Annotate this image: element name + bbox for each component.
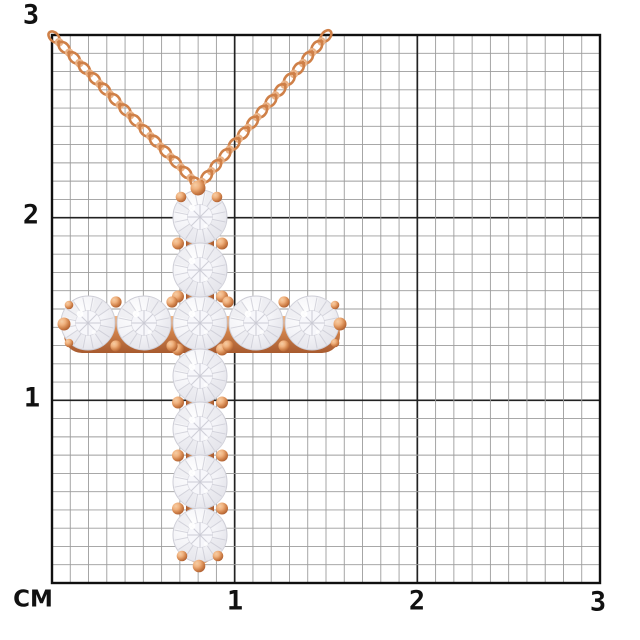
x-axis-tick-3: 3 xyxy=(589,586,607,618)
chain-link xyxy=(179,165,193,180)
cross-pendant xyxy=(57,180,347,573)
chain-link xyxy=(118,103,132,117)
diamond-stone xyxy=(60,295,116,351)
gold-prong xyxy=(110,340,122,352)
gold-prong xyxy=(110,296,122,308)
gold-prong xyxy=(212,550,224,562)
gold-prong xyxy=(278,296,290,308)
gold-prong xyxy=(190,180,206,196)
chain-link xyxy=(128,113,142,128)
y-axis-tick-2: 2 xyxy=(22,199,40,231)
gold-prong xyxy=(57,317,71,331)
gold-prong xyxy=(216,237,228,250)
gold-prong xyxy=(211,191,223,203)
y-axis-tick-3: 3 xyxy=(22,0,40,31)
gold-prong xyxy=(330,338,340,348)
diamond-stone xyxy=(172,401,228,457)
chain-link xyxy=(77,61,92,76)
gold-prong xyxy=(192,559,206,573)
chain-link xyxy=(47,30,61,44)
chain-left-strand xyxy=(47,30,203,190)
gold-prong xyxy=(64,300,74,310)
chain-link xyxy=(158,144,173,159)
gold-prong xyxy=(333,317,347,331)
gold-prong xyxy=(172,396,184,409)
gold-prong xyxy=(216,396,228,409)
chain-link xyxy=(97,82,112,97)
chain-link xyxy=(199,169,214,184)
gold-prong xyxy=(176,550,188,562)
diamond-stone xyxy=(172,454,228,510)
diamond-stone xyxy=(284,295,340,351)
chain-link xyxy=(138,123,153,138)
diamond-stone xyxy=(172,242,228,298)
diamond-stone xyxy=(172,348,228,404)
chain-link xyxy=(57,40,71,55)
diamond-stone xyxy=(172,507,228,563)
gold-prong xyxy=(175,191,187,203)
diamond-stone xyxy=(228,295,284,351)
diamond-stone xyxy=(172,295,228,351)
chain-link xyxy=(148,134,163,149)
chain-link xyxy=(168,155,183,170)
chain-link xyxy=(67,50,82,65)
unit-label-cm: CM xyxy=(13,586,53,613)
chain-link xyxy=(108,92,122,107)
x-axis-tick-1: 1 xyxy=(226,585,244,617)
x-axis-tick-2: 2 xyxy=(408,585,426,617)
gold-prong xyxy=(222,340,234,352)
gold-prong xyxy=(64,338,74,348)
gold-prong xyxy=(330,300,340,310)
gold-prong xyxy=(172,449,184,462)
chain-right-strand xyxy=(197,28,333,187)
gold-prong xyxy=(278,340,290,352)
diamond-stone xyxy=(116,295,172,351)
gold-prong xyxy=(216,502,228,515)
gold-prong xyxy=(216,449,228,462)
chain-link xyxy=(87,71,102,86)
y-axis-tick-1: 1 xyxy=(23,382,41,414)
gold-prong xyxy=(172,237,184,250)
gold-prong xyxy=(222,296,234,308)
gold-prong xyxy=(166,296,178,308)
gold-prong xyxy=(166,340,178,352)
gold-prong xyxy=(172,502,184,515)
